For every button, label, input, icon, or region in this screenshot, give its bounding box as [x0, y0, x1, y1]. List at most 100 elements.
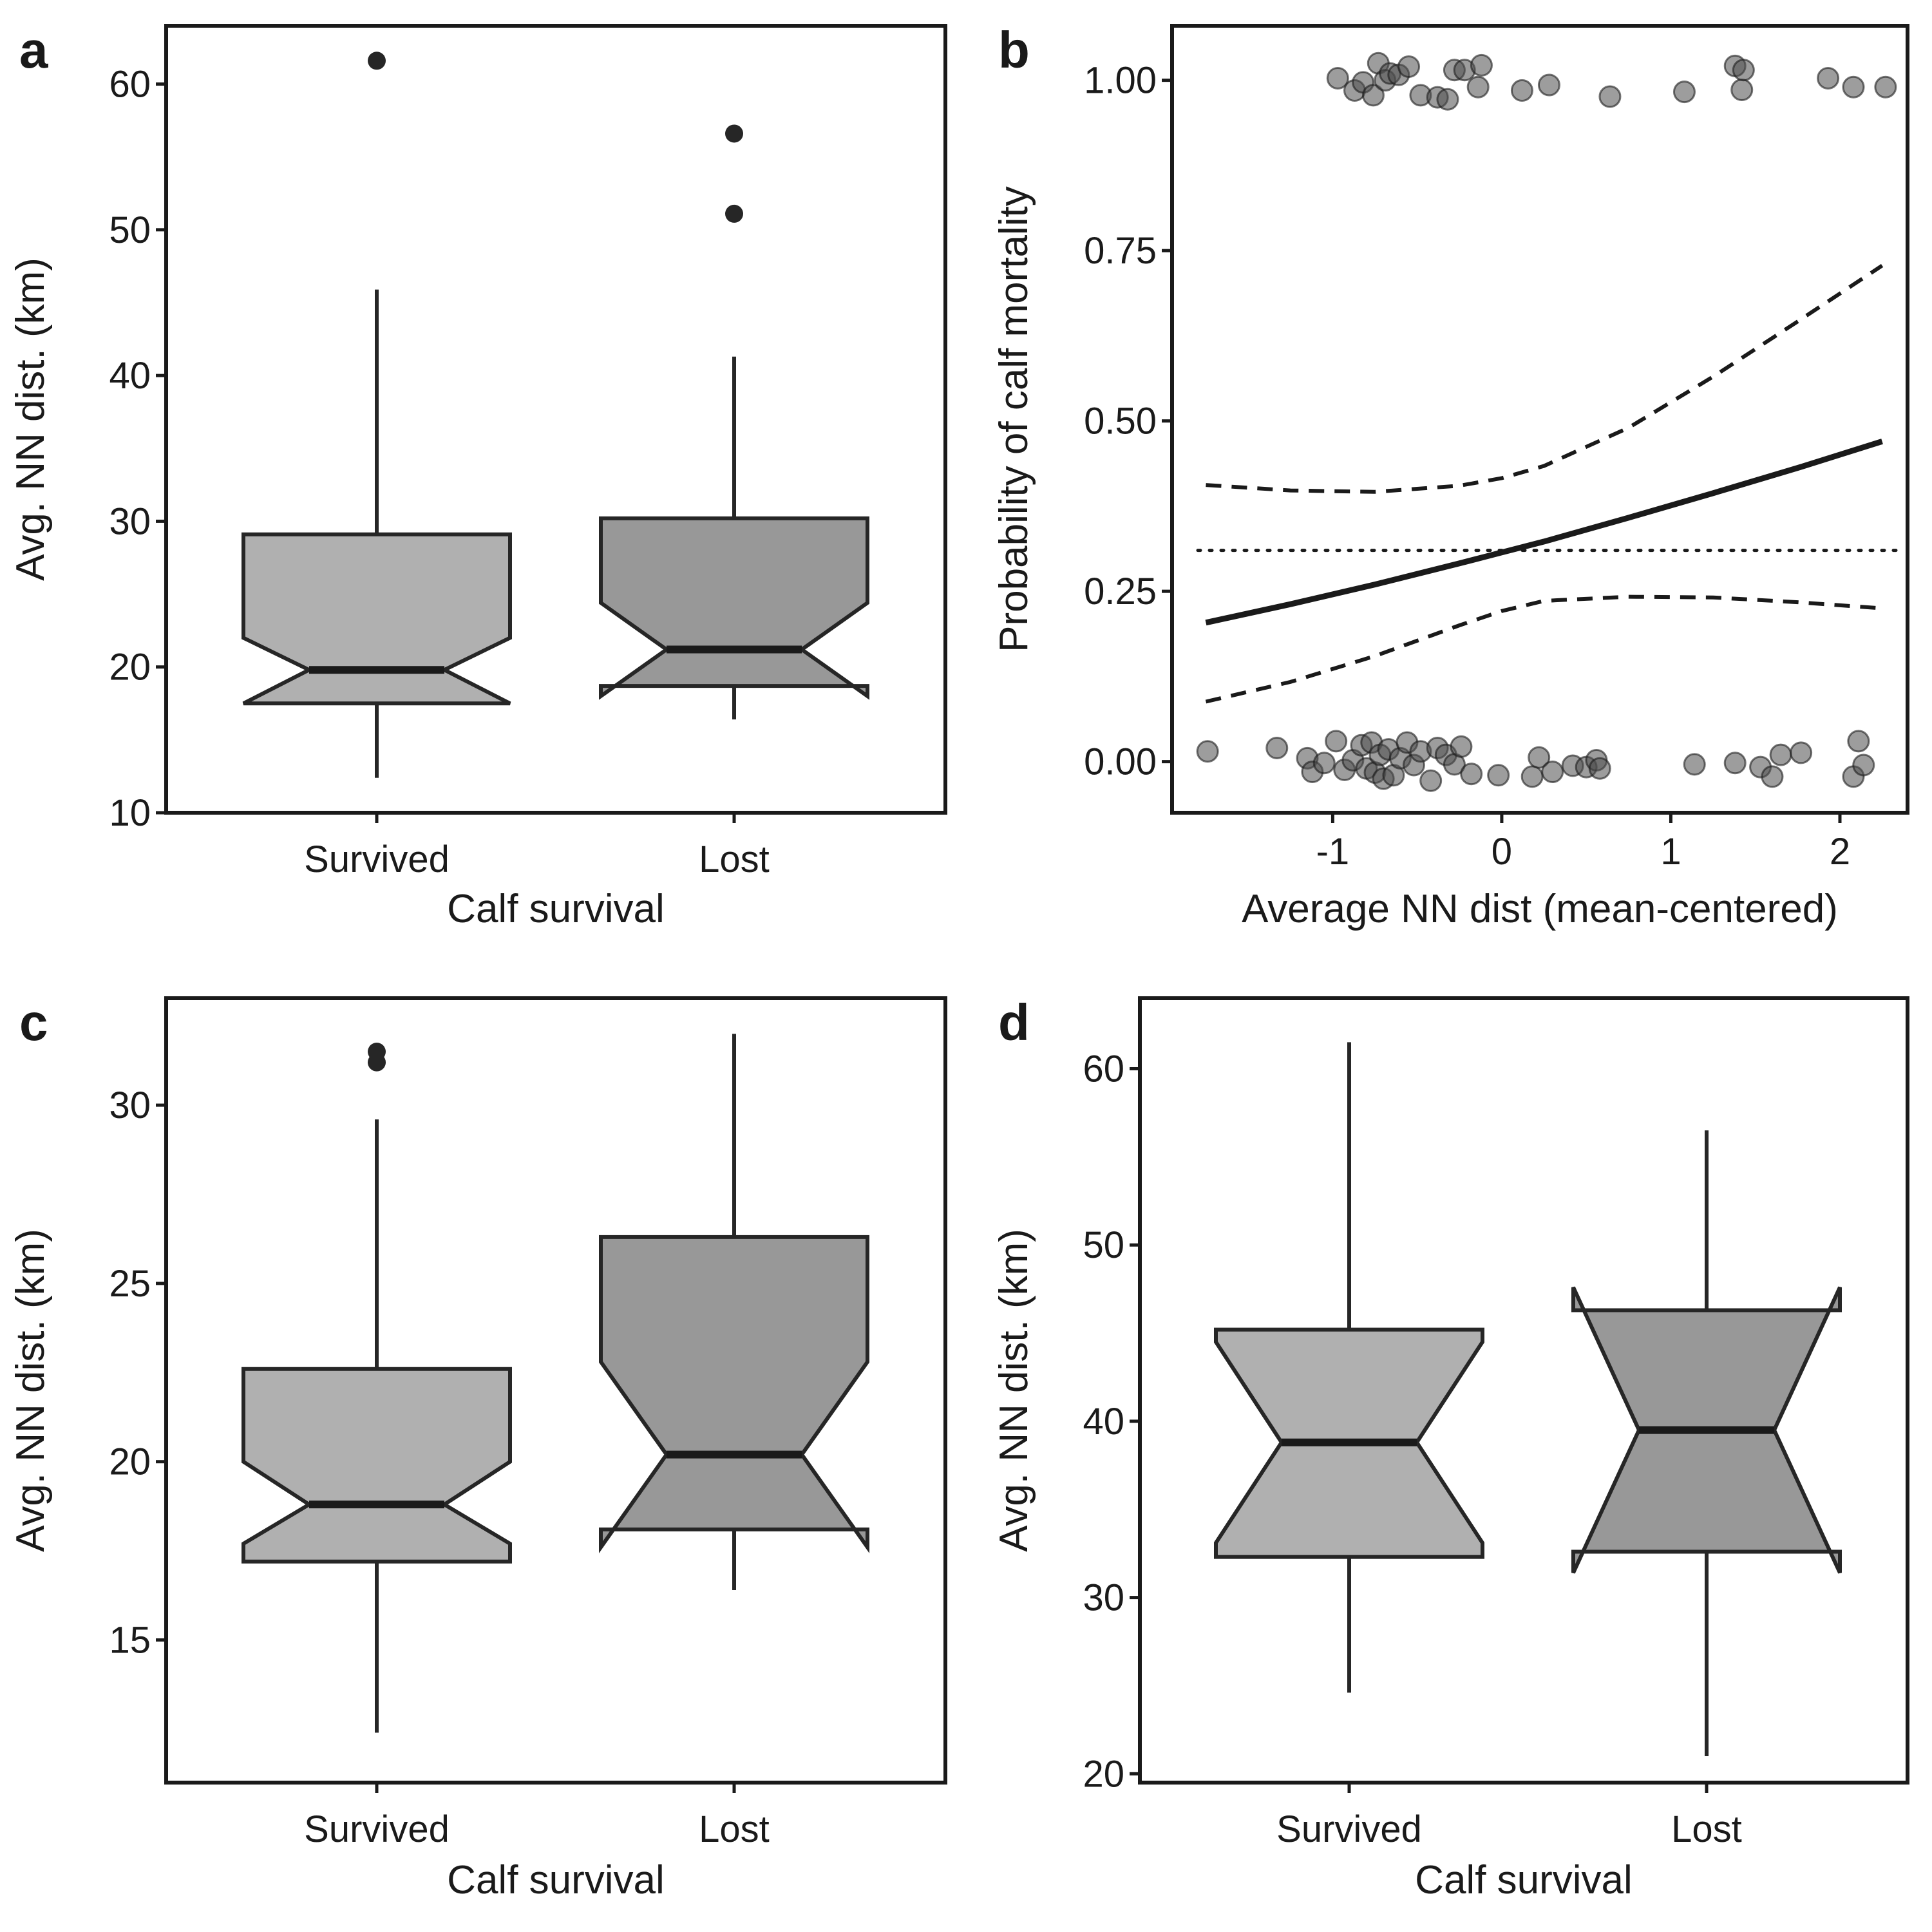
notched-box [599, 1235, 869, 1554]
x-tick-label: 0 [1492, 831, 1512, 873]
panel-letter: a [19, 21, 48, 79]
point-lost [1817, 66, 1840, 90]
outlier-point [725, 204, 743, 223]
point-survived [1761, 765, 1784, 788]
y-tick-label: 30 [109, 500, 151, 542]
panel-d: d 20 30 40 50 60 Calf survival Avg. NN dist. (k… [992, 994, 1909, 1902]
point-lost [1361, 84, 1385, 107]
y-tick-label: 0.75 [1084, 230, 1157, 272]
point-survived [1683, 753, 1706, 776]
y-tick-label: 30 [1083, 1577, 1124, 1619]
point-lost [1470, 53, 1493, 77]
point-survived [1487, 764, 1510, 787]
point-lost [1537, 73, 1560, 97]
x-tick-label: Survived [304, 1808, 450, 1850]
x-tick-label: Lost [1671, 1808, 1742, 1850]
point-lost [1732, 59, 1755, 82]
point-lost [1672, 80, 1696, 104]
y-tick-label: 0.00 [1084, 741, 1157, 783]
y-tick-label: 60 [109, 64, 151, 106]
box-survived [1214, 1042, 1484, 1693]
notched-box [599, 516, 869, 700]
point-survived [1852, 753, 1875, 777]
panel-letter: b [998, 21, 1030, 79]
outlier-point [368, 1053, 386, 1072]
y-tick-label: 0.50 [1084, 401, 1157, 442]
x-tick-label: Lost [699, 1808, 770, 1850]
point-survived [1769, 743, 1792, 766]
x-tick-label: 2 [1830, 831, 1850, 873]
box-lost [599, 1034, 869, 1591]
plot-frame [1138, 996, 1909, 1785]
outlier-point [725, 124, 743, 143]
point-lost [1397, 55, 1421, 78]
outlier-point [368, 52, 386, 70]
x-tick-label: -1 [1316, 831, 1350, 873]
y-axis-title: Avg. NN dist. (km) [8, 1229, 53, 1552]
y-tick-label: 50 [109, 209, 151, 251]
box-lost [599, 124, 869, 720]
x-tick-label: Survived [304, 838, 450, 880]
point-survived [1196, 740, 1219, 763]
point-survived [1460, 762, 1483, 786]
point-survived [1588, 757, 1611, 780]
x-axis-title: Calf survival [1415, 1858, 1633, 1902]
x-axis-title: Average NN dist (mean-centered) [1242, 887, 1838, 931]
point-survived [1325, 730, 1348, 753]
point-survived [1312, 752, 1336, 775]
y-axis-title: Avg. NN dist. (km) [8, 258, 53, 581]
point-survived [1520, 765, 1544, 788]
point-survived [1450, 735, 1473, 758]
point-lost [1874, 75, 1897, 99]
point-survived [1790, 741, 1813, 764]
x-axis-title: Calf survival [447, 1858, 665, 1902]
y-tick-label: 20 [109, 647, 151, 688]
point-survived [1528, 746, 1551, 769]
point-survived [1541, 761, 1564, 784]
box-survived [242, 52, 512, 778]
fit-line [1205, 439, 1883, 626]
y-tick-label: 10 [109, 792, 151, 834]
point-lost [1466, 75, 1490, 99]
y-tick-label: 15 [109, 1620, 151, 1662]
panel-a: a 10 20 30 40 50 60 Calf survival Avg. NN dist. … [8, 21, 947, 931]
y-axis-title: Probability of calf mortality [992, 186, 1036, 652]
y-tick-label: 30 [109, 1084, 151, 1126]
box-lost [1571, 1130, 1842, 1756]
y-tick-label: 40 [1083, 1401, 1124, 1443]
y-tick-label: 25 [109, 1263, 151, 1305]
y-tick-label: 20 [109, 1441, 151, 1483]
x-tick-label: Survived [1276, 1808, 1422, 1850]
point-survived [1723, 752, 1747, 775]
y-tick-label: 0.25 [1084, 571, 1157, 612]
y-tick-label: 20 [1083, 1753, 1124, 1795]
panel-b: b 0.00 0.25 0.50 0.75 1.00 Average NN dist (me… [992, 21, 1909, 931]
point-survived [1419, 769, 1443, 792]
x-tick-label: Lost [699, 838, 770, 880]
notched-box [242, 1367, 512, 1564]
plot-frame [1170, 24, 1909, 815]
box-survived [242, 1043, 512, 1733]
panel-c: c 15 20 25 30 Calf survival Avg. NN dist. (km)… [8, 994, 947, 1902]
point-lost [1730, 78, 1754, 101]
scatter-points [1196, 52, 1897, 792]
panel-letter: d [998, 994, 1030, 1051]
point-lost [1842, 75, 1865, 99]
ci-upper-line [1206, 263, 1884, 494]
y-tick-label: 1.00 [1084, 60, 1157, 102]
point-survived [1265, 736, 1289, 759]
y-tick-label: 60 [1083, 1048, 1124, 1090]
x-tick-label: 1 [1660, 831, 1681, 873]
x-axis-title: Calf survival [447, 887, 665, 931]
plot-frame [164, 996, 947, 1785]
y-tick-label: 40 [109, 355, 151, 397]
point-lost [1510, 79, 1533, 102]
y-tick-label: 50 [1083, 1224, 1124, 1266]
y-axis-title: Avg. NN dist. (km) [992, 1229, 1036, 1552]
ci-lower-line [1205, 594, 1882, 704]
point-survived [1847, 730, 1870, 753]
plot-frame [164, 24, 947, 815]
point-lost [1326, 66, 1349, 90]
